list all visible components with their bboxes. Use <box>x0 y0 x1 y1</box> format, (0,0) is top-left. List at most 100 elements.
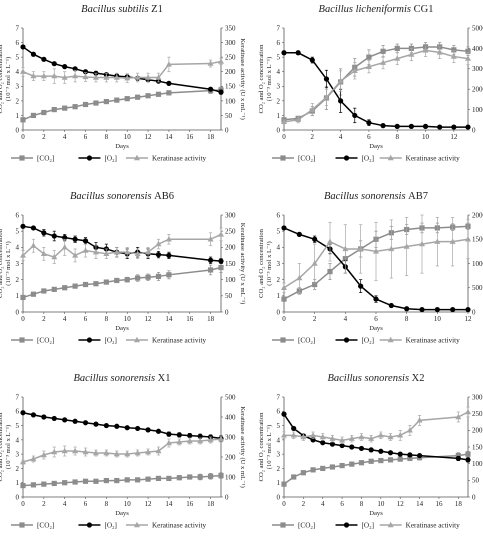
data-point <box>342 245 349 252</box>
data-point <box>176 475 182 481</box>
data-point <box>145 93 151 99</box>
data-point <box>20 458 26 465</box>
data-point <box>465 48 471 54</box>
data-point <box>449 238 456 244</box>
data-point <box>62 480 68 486</box>
data-point <box>51 415 57 422</box>
legend-marker <box>86 337 93 343</box>
data-point <box>41 481 47 487</box>
y-right-tick-label: 1000 <box>472 106 483 114</box>
y-left-tick-label: 5 <box>16 422 20 430</box>
data-point <box>416 452 423 459</box>
series-keratinase <box>281 43 471 125</box>
data-point <box>145 74 152 80</box>
x-tick-label: 6 <box>84 133 88 141</box>
y-left-tick-label: 4 <box>16 436 20 444</box>
x-tick-label: 4 <box>339 133 343 141</box>
y-left-tick-label: 2 <box>16 276 20 284</box>
data-point <box>113 450 120 457</box>
data-point <box>397 432 404 438</box>
x-tick-label: 10 <box>124 315 132 323</box>
data-point <box>30 455 37 462</box>
data-point <box>387 457 394 463</box>
legend: [CO₂] [O₂] Keratinase activity <box>272 155 460 163</box>
legend-label: [O₂] <box>104 522 116 530</box>
data-point <box>103 279 109 285</box>
x-axis-label: Days <box>369 325 383 332</box>
series-o2 <box>20 223 224 264</box>
series-co2 <box>20 262 224 301</box>
y-right-axis-label: Keratinase activity (U x mL⁻¹) <box>239 38 246 120</box>
y-right-axis-label: Keratinase activity (U x mL⁻¹) <box>239 406 246 488</box>
y-left-tick-label: 3 <box>16 83 20 91</box>
y-left-tick-label: 4 <box>16 68 20 76</box>
x-axis-label: Days <box>115 143 129 150</box>
legend-marker <box>86 522 93 528</box>
data-point <box>311 260 318 266</box>
data-point <box>114 277 120 284</box>
data-point <box>145 427 151 433</box>
x-tick-label: 0 <box>282 315 286 323</box>
chart-title: Bacillus sonorensis X2 <box>327 373 424 384</box>
x-tick-label: 12 <box>145 315 153 323</box>
data-point <box>366 54 372 60</box>
data-point <box>51 253 58 260</box>
x-tick-label: 10 <box>124 133 132 141</box>
data-point <box>92 248 99 255</box>
data-point <box>300 470 306 476</box>
y-right-tick-label: 50 <box>225 112 233 120</box>
legend-marker <box>343 337 350 343</box>
x-tick-label: 4 <box>63 315 67 323</box>
y-left-axis-label-units: (10⁻³ mol x L⁻¹) <box>5 57 12 101</box>
data-point <box>397 451 403 457</box>
data-point <box>62 105 68 111</box>
data-point <box>72 236 78 242</box>
legend-label: Keratinase activity <box>152 155 206 163</box>
data-point <box>207 267 214 273</box>
data-point <box>124 277 130 283</box>
y-left-tick-label: 6 <box>16 39 20 47</box>
data-point <box>358 460 365 466</box>
x-tick-label: 16 <box>186 315 194 323</box>
y-left-tick-label: 6 <box>16 408 20 416</box>
data-point <box>403 243 410 249</box>
data-point <box>82 247 89 253</box>
data-point <box>309 57 315 63</box>
y-right-tick-label: 300 <box>225 211 236 219</box>
x-tick-label: 8 <box>105 500 109 508</box>
y-left-tick-label: 0 <box>16 126 20 134</box>
data-point <box>82 73 89 80</box>
series-line <box>283 49 469 123</box>
data-point <box>124 425 130 431</box>
data-point <box>394 45 400 51</box>
data-point <box>436 49 443 55</box>
data-point <box>135 275 141 281</box>
data-point <box>312 236 318 242</box>
data-point <box>380 59 387 65</box>
data-point <box>166 431 172 437</box>
x-tick-label: 0 <box>282 133 286 141</box>
data-point <box>41 288 47 294</box>
x-tick-label: 2 <box>42 315 46 323</box>
x-tick-label: 16 <box>186 500 194 508</box>
x-axis-label: Days <box>369 510 383 517</box>
series-keratinase <box>20 56 224 84</box>
x-tick-label: 2 <box>42 500 46 508</box>
data-point <box>380 123 386 129</box>
data-point <box>281 284 287 290</box>
data-point <box>61 74 68 80</box>
data-point <box>51 286 57 292</box>
data-point <box>134 250 141 256</box>
data-point <box>339 442 345 449</box>
data-point <box>394 123 400 129</box>
chart-title: Bacillus sonorensis AB6 <box>70 191 174 202</box>
x-tick-label: 2 <box>313 315 317 323</box>
data-point <box>377 432 384 438</box>
data-point <box>62 417 68 423</box>
y-left-axis-label-units: (10⁻³ mol x L⁻¹) <box>5 425 12 469</box>
data-point <box>165 439 172 446</box>
data-point <box>135 477 141 483</box>
data-point <box>310 467 316 473</box>
data-point <box>310 432 317 438</box>
legend: [CO₂] [O₂] Keratinase activity <box>272 337 460 345</box>
